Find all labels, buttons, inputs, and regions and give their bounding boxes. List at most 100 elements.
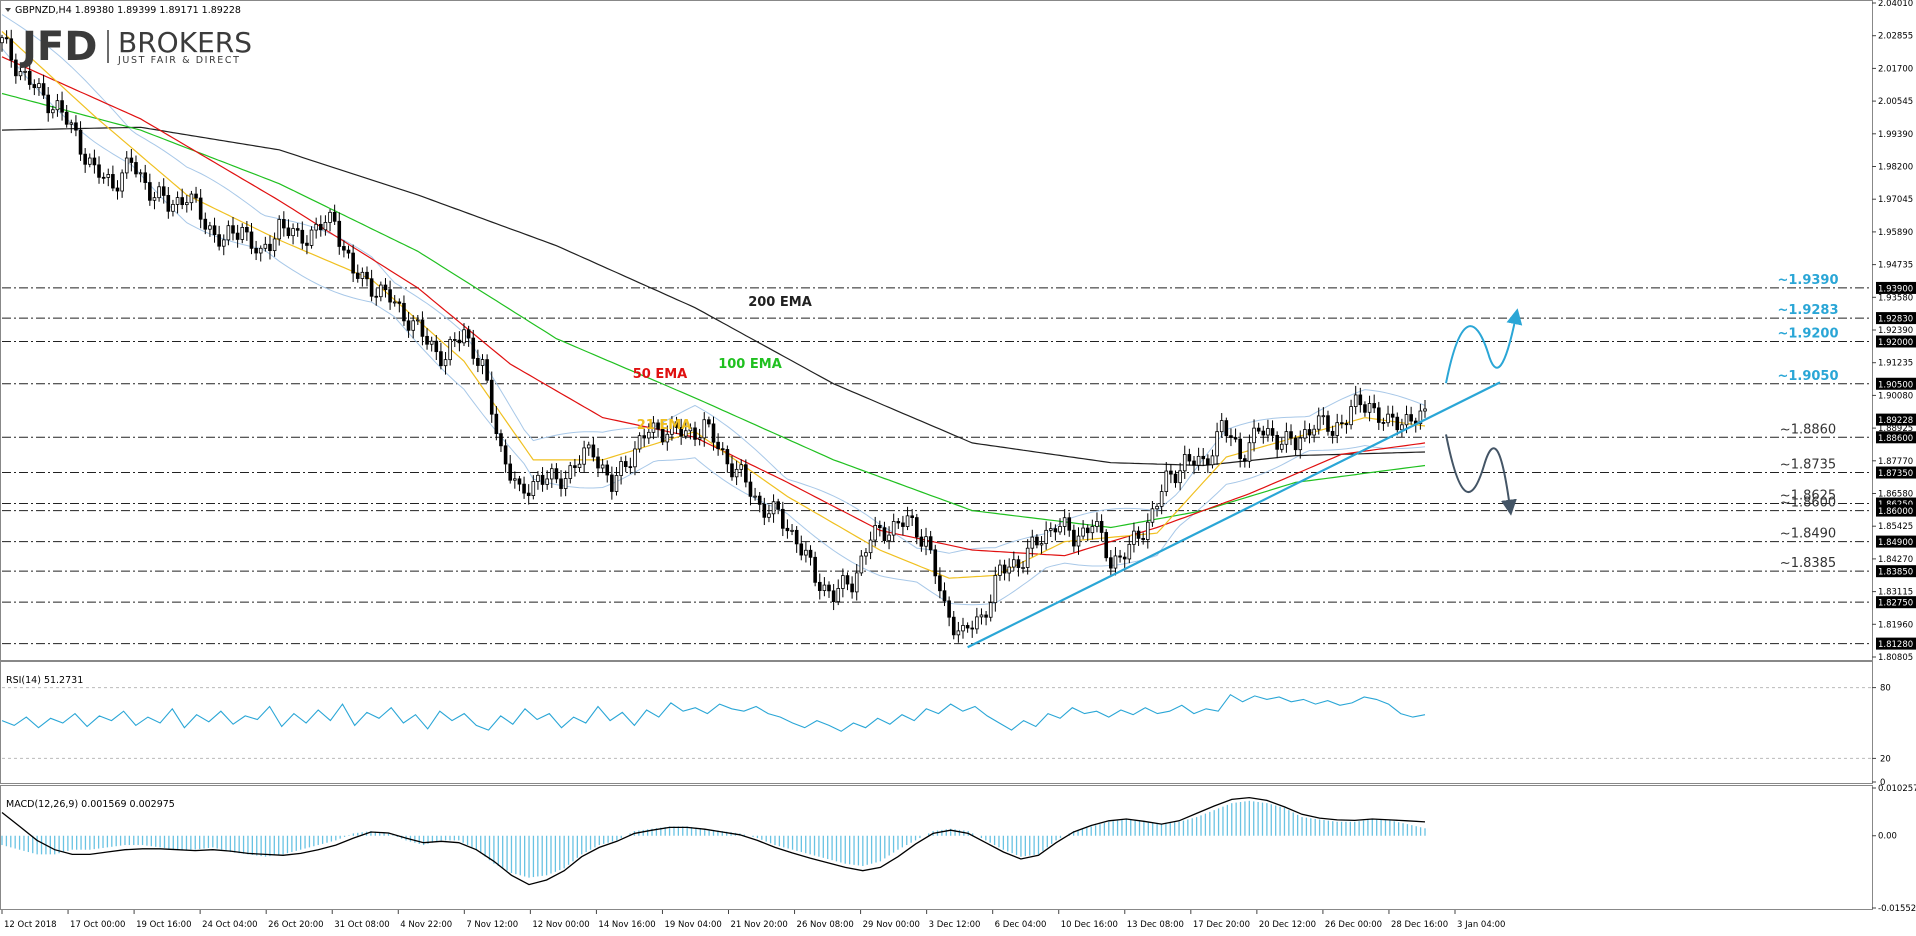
- candle-body: [272, 238, 277, 252]
- candle-body: [841, 575, 845, 589]
- price-tick-label: 1.98200: [1878, 163, 1913, 173]
- support-resistance-levels: ~1.9390 1.93900 ~1.9283 1.92830 ~1.9200 1.920…: [2, 273, 1916, 650]
- candle-body: [64, 111, 69, 125]
- candle-body: [864, 552, 868, 557]
- candle-body: [1048, 528, 1053, 531]
- candle-body: [411, 320, 415, 331]
- bearish-scenario-arrow: [1445, 434, 1517, 516]
- candle-body: [1201, 455, 1206, 460]
- rsi-panel-frame: [0, 661, 1873, 784]
- candle-body: [0, 37, 4, 44]
- time-tick-label: 17 Oct 00:00: [70, 920, 125, 930]
- candle-body: [448, 339, 452, 361]
- time-tick-label: 3 Dec 12:00: [929, 920, 981, 930]
- bollinger-lower: [1, 48, 1426, 606]
- candle-body: [1099, 520, 1104, 533]
- candle-body: [429, 340, 434, 345]
- candle-body: [402, 302, 406, 322]
- candle-body: [198, 197, 203, 220]
- level-price-tag-text: 1.81280: [1878, 640, 1913, 650]
- rsi-tick-label: 80: [1880, 684, 1891, 694]
- candle-body: [120, 172, 124, 192]
- candle-body: [1136, 530, 1141, 539]
- candle-body: [513, 478, 517, 481]
- level-price-tag-text: 1.92000: [1878, 338, 1913, 348]
- candle-body: [720, 448, 725, 451]
- time-tick-label: 21 Nov 20:00: [731, 920, 788, 930]
- candle-body: [836, 588, 841, 603]
- candle-body: [1404, 414, 1409, 426]
- macd-title: MACD(12,26,9) 0.001569 0.002975: [6, 799, 175, 810]
- candle-body: [1312, 428, 1316, 436]
- collapse-triangle-icon[interactable]: [5, 8, 11, 12]
- candle-body: [961, 625, 965, 632]
- candle-body: [314, 223, 318, 231]
- level-label: ~1.9283: [1777, 303, 1838, 318]
- candle-body: [623, 461, 628, 468]
- candle-body: [1284, 431, 1289, 445]
- candle-body: [388, 289, 392, 303]
- candle-body: [1303, 429, 1307, 439]
- candle-body: [143, 172, 148, 183]
- candle-body: [1349, 406, 1353, 426]
- rsi-line: [1, 693, 1426, 732]
- time-tick-label: 12 Oct 2018: [4, 920, 57, 930]
- candle-body: [637, 435, 642, 450]
- candle-body: [711, 423, 716, 443]
- level-price-tag-text: 1.93900: [1878, 284, 1913, 294]
- candle-body: [14, 59, 18, 77]
- candle-body: [1270, 428, 1275, 436]
- candle-body: [1224, 420, 1229, 437]
- candle-body: [425, 335, 429, 345]
- candle-body: [129, 157, 134, 163]
- candle-body: [1182, 454, 1187, 472]
- ema-label-200ema: 200 EMA: [748, 295, 812, 310]
- candle-body: [379, 284, 383, 298]
- candle-body: [1002, 564, 1007, 574]
- candle-body: [905, 515, 910, 527]
- price-tick-label: 2.01700: [1878, 64, 1913, 74]
- candle-body: [397, 301, 402, 304]
- rsi-panel: 80 20 0: [1, 684, 1891, 788]
- candle-body: [374, 295, 379, 298]
- candle-body: [171, 204, 175, 212]
- candle-body: [1012, 559, 1016, 568]
- candle-body: [1275, 434, 1279, 450]
- svg-text:JUST FAIR & DIRECT: JUST FAIR & DIRECT: [117, 55, 241, 66]
- candle-body: [309, 229, 314, 246]
- candle-body: [1173, 473, 1178, 484]
- level-price-tag: [1876, 535, 1916, 548]
- candle-body: [1067, 517, 1072, 531]
- candle-body: [420, 319, 425, 337]
- candle-body: [258, 247, 263, 254]
- candle-body: [776, 501, 780, 510]
- candle-body: [600, 464, 605, 469]
- candle-body: [291, 228, 295, 237]
- bollinger-upper: [1, 14, 1426, 554]
- candle-body: [716, 441, 720, 450]
- level-label: ~1.8625: [1780, 489, 1836, 504]
- candle-body: [101, 176, 106, 179]
- candle-body: [1247, 442, 1252, 462]
- candle-body: [536, 474, 540, 482]
- candle-body: [545, 478, 549, 485]
- candle-body: [1109, 557, 1113, 569]
- candle-body: [1145, 521, 1150, 540]
- candle-body: [295, 228, 300, 231]
- candle-body: [503, 445, 508, 465]
- candle-body: [1215, 431, 1219, 457]
- candle-body: [817, 581, 822, 591]
- candle-body: [1021, 567, 1025, 569]
- candle-body: [152, 197, 157, 201]
- candle-body: [1072, 529, 1076, 547]
- time-tick-label: 28 Dec 16:00: [1391, 920, 1448, 930]
- symbol-header: GBPNZD,H4 1.89380 1.89399 1.89171 1.8922…: [15, 5, 241, 16]
- candle-body: [1243, 458, 1247, 462]
- ema-labels: 200 EMA 100 EMA 50 EMA 21 EMA: [633, 295, 812, 433]
- candle-body: [549, 468, 554, 480]
- svg-text:BROKERS: BROKERS: [118, 26, 252, 59]
- time-tick-label: 19 Nov 04:00: [664, 920, 721, 930]
- level-label: ~1.8860: [1780, 422, 1836, 437]
- level-price-tag: [1876, 466, 1916, 479]
- candle-body: [707, 419, 711, 425]
